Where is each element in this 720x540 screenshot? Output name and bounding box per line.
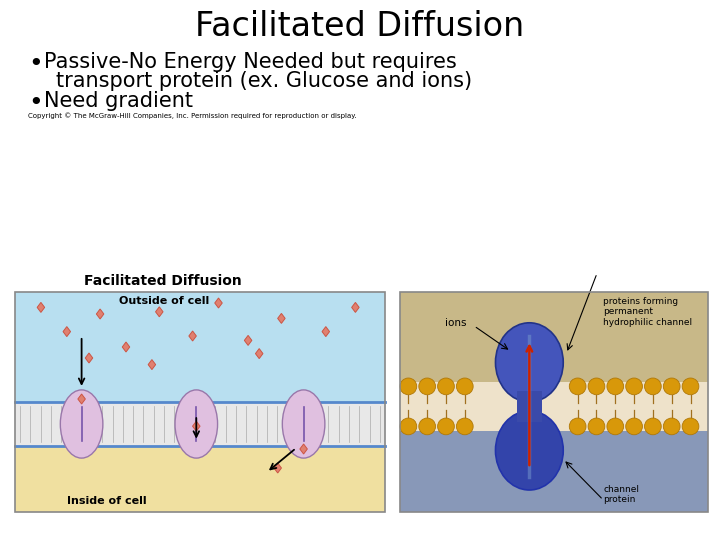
Bar — [15, 446, 385, 512]
Text: •: • — [28, 52, 42, 76]
Text: •: • — [28, 91, 42, 115]
Circle shape — [607, 378, 624, 395]
Circle shape — [588, 418, 605, 435]
Text: Inside of cell: Inside of cell — [67, 496, 146, 506]
Ellipse shape — [282, 390, 325, 458]
Text: transport protein (ex. Glucose and ions): transport protein (ex. Glucose and ions) — [56, 71, 472, 91]
Polygon shape — [189, 331, 197, 341]
Text: channel
protein: channel protein — [603, 484, 639, 504]
Circle shape — [663, 378, 680, 395]
Ellipse shape — [60, 390, 103, 458]
Polygon shape — [256, 349, 263, 359]
Polygon shape — [278, 313, 285, 323]
Circle shape — [456, 418, 473, 435]
Polygon shape — [63, 327, 71, 336]
Text: Need gradient: Need gradient — [44, 91, 193, 111]
Ellipse shape — [175, 390, 217, 458]
Polygon shape — [85, 353, 93, 363]
Polygon shape — [122, 342, 130, 352]
Bar — [517, 391, 541, 422]
Circle shape — [588, 378, 605, 395]
Bar — [400, 292, 708, 382]
Circle shape — [400, 378, 417, 395]
Bar — [400, 382, 708, 430]
Circle shape — [626, 378, 642, 395]
Polygon shape — [96, 309, 104, 319]
Polygon shape — [37, 302, 45, 313]
Polygon shape — [322, 327, 330, 336]
Text: Facilitated Diffusion: Facilitated Diffusion — [84, 274, 242, 288]
Bar — [400, 430, 708, 512]
Text: Passive-No Energy Needed but requires: Passive-No Energy Needed but requires — [44, 52, 456, 72]
Bar — [15, 292, 385, 512]
Bar — [15, 292, 385, 402]
Circle shape — [400, 418, 417, 435]
Polygon shape — [192, 421, 200, 431]
Text: proteins forming
permanent
hydrophilic channel: proteins forming permanent hydrophilic c… — [603, 297, 693, 327]
Circle shape — [570, 378, 586, 395]
Circle shape — [456, 378, 473, 395]
Text: Outside of cell: Outside of cell — [119, 296, 209, 306]
Circle shape — [570, 418, 586, 435]
Text: Facilitated Diffusion: Facilitated Diffusion — [195, 10, 525, 43]
Circle shape — [663, 418, 680, 435]
Bar — [15, 402, 385, 446]
Circle shape — [419, 378, 436, 395]
Polygon shape — [156, 307, 163, 317]
Polygon shape — [351, 302, 359, 313]
Ellipse shape — [495, 323, 563, 402]
Polygon shape — [78, 394, 86, 404]
Polygon shape — [300, 444, 307, 454]
Circle shape — [626, 418, 642, 435]
Bar — [400, 292, 708, 512]
Circle shape — [682, 418, 699, 435]
Polygon shape — [244, 335, 252, 346]
Polygon shape — [274, 463, 282, 473]
Circle shape — [438, 418, 454, 435]
Polygon shape — [148, 360, 156, 369]
Ellipse shape — [495, 411, 563, 490]
Circle shape — [438, 378, 454, 395]
Text: Copyright © The McGraw-Hill Companies, Inc. Permission required for reproduction: Copyright © The McGraw-Hill Companies, I… — [28, 112, 356, 119]
Circle shape — [419, 418, 436, 435]
Polygon shape — [215, 298, 222, 308]
Circle shape — [682, 378, 699, 395]
Text: ions: ions — [445, 318, 466, 328]
Circle shape — [607, 418, 624, 435]
Circle shape — [644, 378, 661, 395]
Circle shape — [644, 418, 661, 435]
